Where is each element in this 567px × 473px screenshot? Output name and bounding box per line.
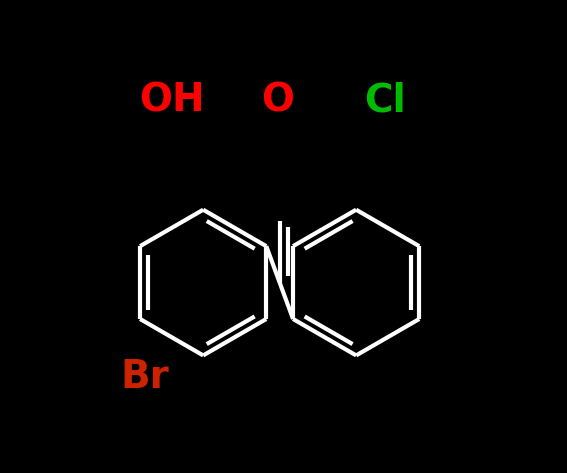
Text: Br: Br	[121, 358, 170, 396]
Text: Cl: Cl	[365, 81, 406, 120]
Text: OH: OH	[139, 81, 205, 120]
Text: O: O	[261, 81, 294, 120]
